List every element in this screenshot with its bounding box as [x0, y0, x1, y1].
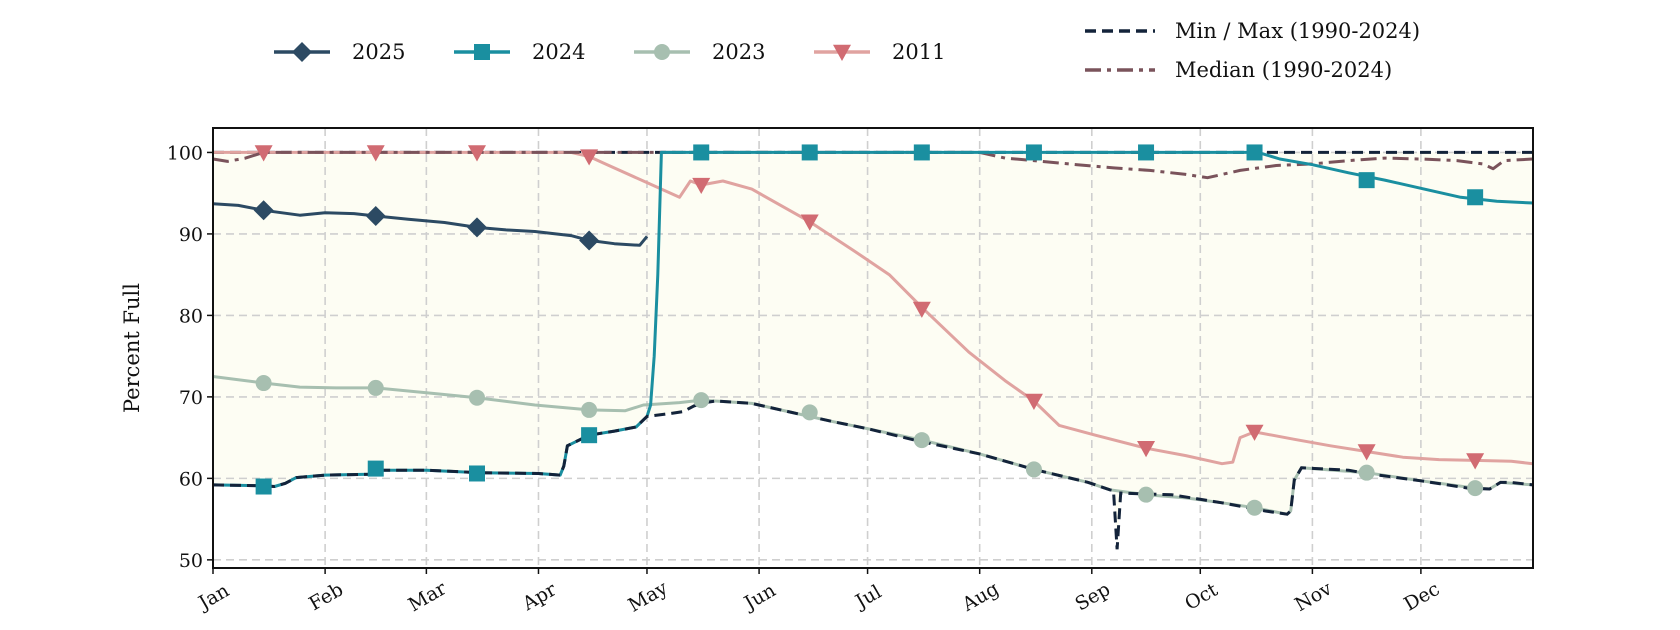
marker-2023-point: [1025, 461, 1042, 478]
marker-2011-point: [1357, 444, 1376, 461]
legend-item-min-max: Min / Max (1990-2024): [1085, 19, 1420, 43]
y-tick-label: 100: [167, 142, 203, 164]
legend-label: 2024: [532, 40, 585, 64]
marker-2023-point: [1358, 464, 1375, 481]
marker-2011-point: [692, 177, 711, 195]
marker-2011-point: [1245, 424, 1264, 441]
x-tick-label-may: May: [624, 577, 671, 617]
marker-2024-point: [581, 427, 598, 444]
marker-2023-point: [255, 375, 272, 392]
grid: [213, 128, 1533, 568]
x-tick-label-jul: Jul: [850, 581, 885, 614]
marker-2023-point: [801, 404, 818, 421]
legend-swatch-marker: [474, 44, 490, 60]
x-tick-label-jan: Jan: [193, 579, 233, 615]
marker-2024-point: [255, 478, 272, 495]
y-axis-label: Percent Full: [120, 283, 144, 413]
x-tick-label-feb: Feb: [305, 578, 347, 615]
series-line-median: [212, 150, 1534, 180]
x-tick-label-apr: Apr: [518, 578, 561, 615]
legend-swatch-marker: [833, 44, 851, 61]
x-tick-label-nov: Nov: [1291, 577, 1336, 616]
y-tick-label: 50: [179, 550, 203, 572]
marker-2024-point: [1467, 189, 1484, 206]
y-tick-label: 80: [179, 305, 203, 327]
legend-item-median: Median (1990-2024): [1085, 58, 1392, 82]
x-tick-label-sep: Sep: [1072, 578, 1115, 615]
marker-2023-point: [581, 401, 598, 418]
x-tick-label-mar: Mar: [405, 577, 451, 616]
legend-swatch-marker: [292, 42, 312, 62]
y-tick-label: 90: [179, 224, 203, 246]
marker-2011-point: [912, 301, 931, 318]
y-tick-label: 70: [179, 387, 203, 409]
marker-2011-point: [580, 149, 599, 166]
legend-item-2011: 2011: [814, 40, 945, 64]
legend-label: Median (1990-2024): [1175, 58, 1392, 82]
marker-2023-point: [913, 432, 930, 449]
marker-2024-point: [1358, 172, 1375, 189]
plot-frame: [212, 127, 1534, 569]
marker-2024-point: [1025, 144, 1042, 161]
marker-2011-point: [800, 214, 819, 231]
legend: 2025 2024 2023 2011 Min / Max (1990-2024) Med…: [274, 19, 1420, 82]
min-line: [212, 399, 1534, 550]
marker-2011-point: [1137, 441, 1156, 458]
marker-2025-point: [579, 230, 600, 251]
x-tick-label-oct: Oct: [1181, 579, 1222, 615]
legend-label: Min / Max (1990-2024): [1175, 19, 1420, 43]
marker-2024-point: [913, 144, 930, 161]
marker-2023-point: [367, 379, 384, 396]
marker-2023-point: [1246, 499, 1263, 516]
marker-2023-point: [693, 392, 710, 409]
marker-2023-point: [1138, 486, 1155, 503]
marker-2024-point: [801, 144, 818, 161]
marker-2025-point: [253, 200, 274, 221]
marker-2011-point: [1024, 393, 1043, 410]
marker-2024-point: [693, 144, 710, 161]
x-tick-label-dec: Dec: [1400, 578, 1443, 616]
marker-2011-point: [468, 145, 486, 162]
min-max-band: [213, 152, 1533, 550]
legend-item-2024: 2024: [454, 40, 585, 64]
marker-2024-point: [367, 460, 384, 477]
marker-2011-point: [254, 145, 273, 162]
legend-label: 2025: [352, 40, 405, 64]
legend-item-2023: 2023: [634, 40, 765, 64]
marker-2011-point: [1466, 453, 1485, 470]
markers: [253, 144, 1485, 516]
marker-2025-point: [365, 206, 386, 226]
marker-2025-point: [467, 217, 487, 238]
y-tick-label: 60: [179, 468, 203, 490]
marker-2011-point: [366, 145, 385, 162]
legend-label: 2011: [892, 40, 945, 64]
legend-swatch-marker: [654, 44, 670, 60]
marker-2024-point: [469, 465, 485, 482]
marker-2023-point: [1467, 480, 1484, 497]
marker-2024-point: [1246, 144, 1263, 161]
x-tick-label-jun: Jun: [739, 579, 780, 615]
marker-2024-point: [1138, 144, 1155, 161]
marker-2023-point: [469, 389, 485, 406]
x-tick-label-aug: Aug: [958, 578, 1003, 617]
legend-item-2025: 2025: [274, 40, 405, 64]
min-max-band-fill: [213, 152, 1533, 550]
legend-label: 2023: [712, 40, 765, 64]
